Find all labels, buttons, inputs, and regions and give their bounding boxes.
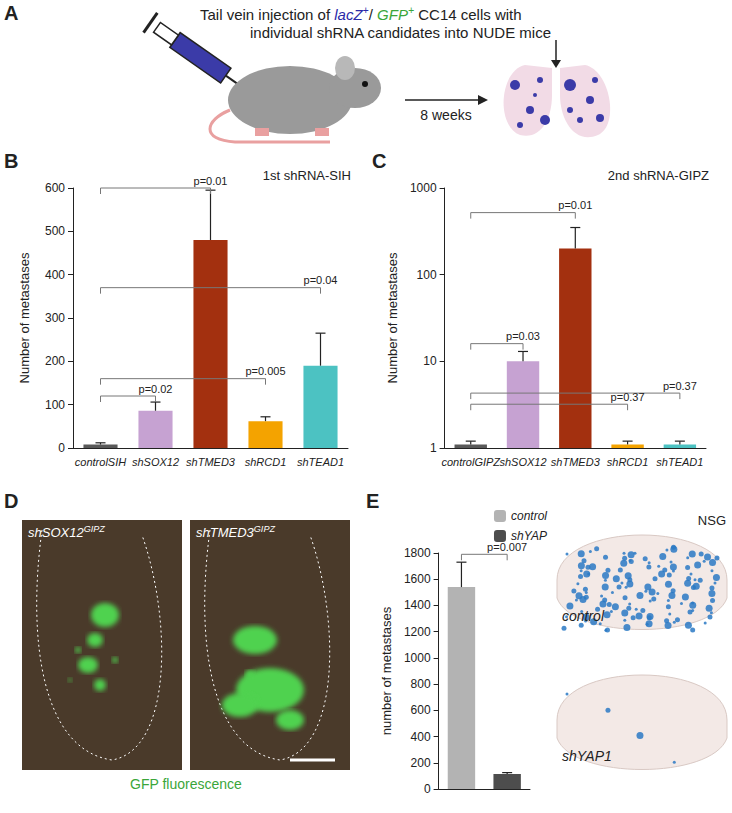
svg-text:shTMED3: shTMED3	[186, 456, 236, 468]
svg-text:controlGIPZ: controlGIPZ	[441, 456, 501, 468]
svg-text:1000: 1000	[404, 651, 431, 665]
svg-text:p=0.007: p=0.007	[487, 541, 527, 553]
svg-text:1600: 1600	[404, 572, 431, 586]
svg-text:1st shRNA-SIH: 1st shRNA-SIH	[263, 168, 351, 183]
svg-text:Number of metastases: Number of metastases	[17, 252, 32, 383]
svg-text:1000: 1000	[410, 181, 437, 195]
svg-text:Number of metastases: Number of metastases	[385, 252, 400, 383]
svg-text:p=0.01: p=0.01	[194, 175, 228, 187]
svg-text:100: 100	[45, 398, 65, 412]
html-text:GFP fluorescence: GFP fluorescence	[130, 776, 242, 792]
svg-text:400: 400	[411, 730, 431, 744]
html-text:Tail vein injection of lacZ+/: Tail vein injection of lacZ+/ GFP+CC14 c…	[200, 4, 522, 23]
html-text:shSOX12GIPZ: shSOX12GIPZ	[28, 524, 105, 541]
html-text:shYAP1: shYAP1	[562, 748, 612, 764]
html-text:control: control	[562, 608, 604, 624]
svg-text:shYAP: shYAP	[511, 529, 547, 543]
svg-text:0: 0	[424, 782, 431, 796]
svg-text:p=0.01: p=0.01	[558, 199, 592, 211]
svg-text:shRCD1: shRCD1	[245, 456, 287, 468]
svg-text:shTEAD1: shTEAD1	[656, 456, 703, 468]
svg-text:p=0.03: p=0.03	[506, 330, 540, 342]
svg-text:1400: 1400	[404, 598, 431, 612]
svg-text:p=0.005: p=0.005	[245, 365, 285, 377]
svg-text:400: 400	[45, 268, 65, 282]
svg-text:p=0.37: p=0.37	[611, 391, 645, 403]
svg-text:200: 200	[411, 756, 431, 770]
html-text:individual shRNA candidates in: individual shRNA candidates into NUDE mi…	[250, 24, 551, 41]
svg-text:control: control	[511, 509, 547, 523]
svg-text:10: 10	[423, 354, 437, 368]
svg-text:controlSIH: controlSIH	[75, 456, 126, 468]
html-text:D: D	[4, 490, 19, 512]
svg-text:p=0.04: p=0.04	[304, 274, 338, 286]
svg-text:p=0.37: p=0.37	[663, 380, 697, 392]
html-text:B: B	[4, 150, 19, 172]
svg-text:200: 200	[45, 354, 65, 368]
html-text:E: E	[366, 490, 380, 512]
svg-text:600: 600	[45, 181, 65, 195]
svg-text:800: 800	[411, 677, 431, 691]
svg-text:300: 300	[45, 311, 65, 325]
svg-text:shRCD1: shRCD1	[607, 456, 649, 468]
html-text:shTMED3GIPZ: shTMED3GIPZ	[196, 524, 275, 541]
svg-text:p=0.02: p=0.02	[139, 383, 173, 395]
svg-text:shSOX12: shSOX12	[499, 456, 546, 468]
html-text:A: A	[4, 2, 19, 24]
svg-text:number of metastases: number of metastases	[379, 606, 394, 735]
svg-text:600: 600	[411, 703, 431, 717]
svg-text:0: 0	[58, 441, 65, 455]
svg-text:shTEAD1: shTEAD1	[297, 456, 344, 468]
svg-text:8 weeks: 8 weeks	[420, 107, 471, 123]
svg-text:100: 100	[417, 268, 437, 282]
svg-text:1800: 1800	[404, 546, 431, 560]
svg-text:shSOX12: shSOX12	[132, 456, 179, 468]
svg-text:shTMED3: shTMED3	[551, 456, 601, 468]
svg-text:1: 1	[430, 441, 437, 455]
html-text:C: C	[372, 150, 387, 172]
svg-text:500: 500	[45, 224, 65, 238]
svg-text:1200: 1200	[404, 625, 431, 639]
html-text:NSG: NSG	[697, 513, 726, 528]
svg-text:2nd shRNA-GIPZ: 2nd shRNA-GIPZ	[608, 168, 709, 183]
